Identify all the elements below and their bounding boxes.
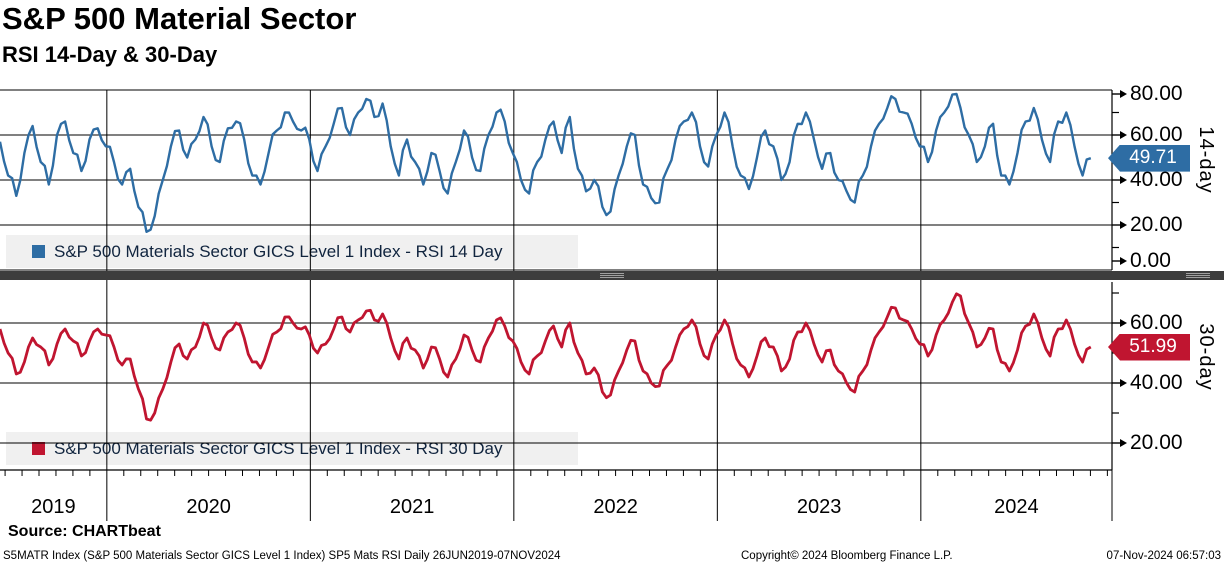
source-credit: Source: CHARTbeat bbox=[8, 523, 161, 540]
y-tick-label: 60.00 bbox=[1130, 123, 1183, 146]
x-year-label: 2024 bbox=[994, 496, 1039, 518]
page-title: S&P 500 Material Sector bbox=[2, 1, 357, 36]
ticker-description: S5MATR Index (S&P 500 Materials Sector G… bbox=[3, 550, 561, 562]
x-year-label: 2021 bbox=[389, 496, 435, 518]
y-tick-label: 60.00 bbox=[1130, 311, 1183, 334]
y-tick-label: 20.00 bbox=[1130, 213, 1183, 236]
x-year-label: 2022 bbox=[593, 496, 638, 518]
copyright-notice: Copyright© 2024 Bloomberg Finance L.P. bbox=[741, 550, 953, 562]
series-swatch-30-day-icon bbox=[32, 442, 45, 455]
legend-rsi-14-day[interactable]: S&P 500 Materials Sector GICS Level 1 In… bbox=[6, 235, 578, 268]
legend-label-14-day: S&P 500 Materials Sector GICS Level 1 In… bbox=[54, 241, 503, 261]
series-line-rsi-14-day bbox=[0, 92, 1092, 234]
x-year-label: 2019 bbox=[31, 496, 76, 518]
chart-timestamp: 07-Nov-2024 06:57:03 bbox=[1106, 550, 1221, 562]
axis-title-30-day: 30-day bbox=[1195, 323, 1217, 391]
legend-rsi-30-day[interactable]: S&P 500 Materials Sector GICS Level 1 In… bbox=[6, 432, 578, 465]
legend-label-30-day: S&P 500 Materials Sector GICS Level 1 In… bbox=[54, 438, 503, 458]
axis-title-14-day: 14-day bbox=[1195, 126, 1217, 194]
y-tick-label: 80.00 bbox=[1130, 82, 1183, 105]
page-subtitle: RSI 14-Day & 30-Day bbox=[2, 42, 218, 67]
panel-separator bbox=[0, 271, 1224, 280]
y-tick-label: 20.00 bbox=[1130, 431, 1183, 454]
x-year-label: 2023 bbox=[796, 496, 842, 518]
y-tick-label: 40.00 bbox=[1130, 371, 1183, 394]
series-swatch-14-day-icon bbox=[32, 245, 45, 258]
series-line-rsi-30-day bbox=[0, 292, 1092, 422]
separator-grip-icon[interactable] bbox=[600, 273, 624, 278]
last-value-flag-14-day: 49.71 bbox=[1108, 144, 1190, 172]
separator-grip-right-icon[interactable] bbox=[1186, 273, 1210, 278]
x-year-label: 2020 bbox=[186, 496, 231, 518]
last-value-flag-30-day: 51.99 bbox=[1108, 333, 1190, 361]
y-tick-label: 0.00 bbox=[1130, 249, 1171, 272]
